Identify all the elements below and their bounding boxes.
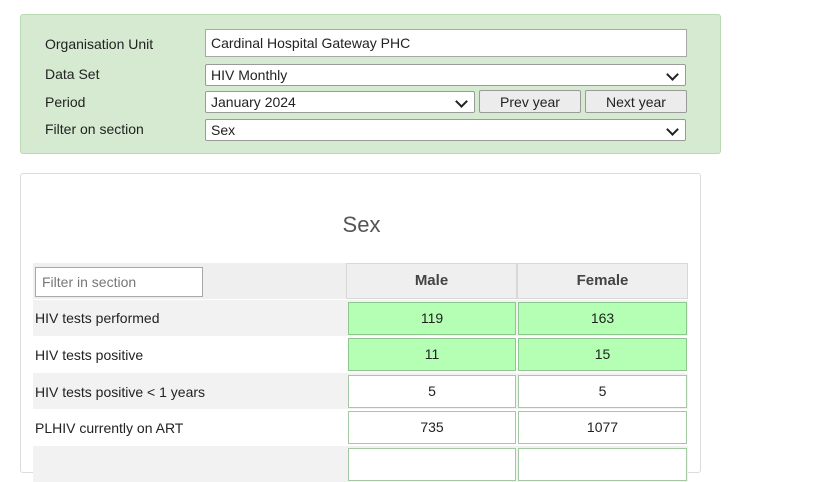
filter-section-select-value: Sex xyxy=(211,122,236,138)
value-cell-male[interactable]: 119 xyxy=(348,302,516,335)
selection-panel: Organisation Unit Cardinal Hospital Gate… xyxy=(20,14,721,154)
period-label: Period xyxy=(45,94,86,110)
value-cell-male[interactable] xyxy=(348,448,516,481)
filter-in-section-input[interactable] xyxy=(35,267,203,297)
org-unit-field[interactable]: Cardinal Hospital Gateway PHC xyxy=(205,29,687,57)
period-select[interactable]: January 2024 xyxy=(205,91,475,113)
value-cell-female[interactable] xyxy=(518,448,687,481)
filter-section-select[interactable]: Sex xyxy=(205,119,686,141)
org-unit-label: Organisation Unit xyxy=(45,36,154,52)
prev-year-button[interactable]: Prev year xyxy=(479,90,581,113)
value-cell-male[interactable]: 5 xyxy=(348,375,516,408)
dataset-select[interactable]: HIV Monthly xyxy=(205,64,686,86)
chevron-down-icon xyxy=(666,123,679,136)
row-label: PLHIV currently on ART xyxy=(35,420,184,436)
value-cell-female[interactable]: 5 xyxy=(518,375,687,408)
value-cell-male[interactable]: 11 xyxy=(348,338,516,371)
column-header-male: Male xyxy=(346,263,517,299)
column-header-female: Female xyxy=(517,263,688,299)
table-header-filter-cell xyxy=(33,263,346,299)
next-year-button[interactable]: Next year xyxy=(585,90,687,113)
row-label: HIV tests positive < 1 years xyxy=(35,384,206,400)
chevron-down-icon xyxy=(666,68,679,81)
period-select-value: January 2024 xyxy=(211,94,296,110)
dataset-label: Data Set xyxy=(45,66,100,82)
value-cell-female[interactable]: 1077 xyxy=(518,411,687,444)
data-entry-section: Sex Male Female HIV tests performed 119 … xyxy=(20,173,701,482)
dataset-select-value: HIV Monthly xyxy=(211,67,288,83)
chevron-down-icon xyxy=(455,95,468,108)
value-cell-female[interactable]: 163 xyxy=(518,302,687,335)
value-cell-female[interactable]: 15 xyxy=(518,338,687,371)
row-label: HIV tests positive xyxy=(35,347,144,363)
filter-section-label: Filter on section xyxy=(45,121,144,137)
value-cell-male[interactable]: 735 xyxy=(348,411,516,444)
section-title: Sex xyxy=(342,212,381,237)
row-label: HIV tests performed xyxy=(35,310,160,326)
